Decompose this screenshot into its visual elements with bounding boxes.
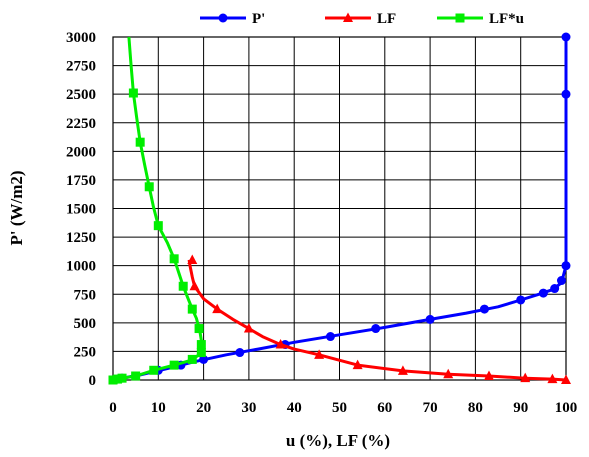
x-tick-label: 50	[332, 400, 347, 416]
legend-marker	[455, 13, 465, 23]
x-tick-label: 20	[196, 400, 211, 416]
y-tick-label: 2750	[66, 59, 96, 75]
x-tick-label: 10	[151, 400, 166, 416]
data-point	[275, 339, 286, 349]
y-tick-label: 500	[74, 316, 97, 332]
y-tick-label: 1500	[66, 202, 96, 218]
x-tick-label: 70	[423, 400, 438, 416]
data-point	[196, 348, 206, 358]
data-point	[189, 280, 200, 291]
y-tick-label: 1250	[66, 230, 96, 246]
data-point	[153, 221, 163, 231]
data-point	[479, 304, 489, 314]
y-tick-label: 250	[74, 344, 97, 360]
x-tick-label: 90	[513, 400, 528, 416]
data-point	[325, 332, 335, 342]
data-point	[187, 254, 198, 264]
data-point	[113, 374, 123, 384]
series-line	[112, 36, 204, 382]
legend-marker	[343, 12, 353, 22]
data-point	[550, 284, 560, 294]
data-point	[135, 137, 145, 147]
data-point	[483, 370, 494, 380]
data-point	[397, 365, 408, 375]
grid	[112, 36, 567, 381]
data-point	[187, 354, 197, 364]
data-point	[547, 373, 558, 384]
data-point	[561, 89, 571, 99]
series-1	[187, 254, 571, 384]
data-point	[561, 374, 571, 384]
legend-marker	[218, 13, 228, 23]
y-tick-label: 0	[89, 373, 97, 389]
series-2	[108, 36, 206, 385]
data-point	[425, 314, 435, 324]
y-tick-label: 1750	[66, 173, 96, 189]
legend-label: LF	[377, 11, 396, 27]
data-point	[520, 372, 531, 383]
y-tick-label: 3000	[66, 30, 96, 46]
y-tick-label: 750	[74, 287, 97, 303]
data-point	[178, 281, 188, 291]
x-tick-label: 60	[377, 400, 392, 416]
data-point	[199, 354, 209, 364]
data-point	[516, 295, 526, 305]
x-tick-label: 30	[241, 400, 256, 416]
data-point	[371, 324, 381, 334]
series-layer	[108, 32, 571, 385]
data-point	[108, 375, 118, 385]
y-axis-title: P' (W/m2)	[7, 170, 26, 245]
data-point	[196, 340, 206, 350]
data-point	[561, 261, 571, 271]
data-point	[149, 365, 159, 375]
x-tick-label: 100	[555, 400, 578, 416]
data-point	[352, 359, 363, 370]
data-point	[194, 324, 204, 334]
data-point	[169, 254, 179, 264]
data-point	[212, 303, 223, 314]
legend-item: LF*u	[437, 11, 524, 27]
data-point	[144, 182, 154, 192]
data-point	[243, 323, 254, 333]
legend-label: P'	[252, 11, 265, 27]
data-point	[128, 88, 138, 98]
tick-labels: 0 10 20 30 40 50 60 70 80 90 100025050075010001250…	[66, 30, 577, 416]
data-point	[117, 373, 127, 383]
y-tick-label: 2500	[66, 87, 96, 103]
y-tick-label: 1000	[66, 259, 96, 275]
data-point	[443, 368, 454, 379]
x-tick-label: 80	[468, 400, 483, 416]
x-axis-title: u (%), LF (%)	[286, 431, 390, 450]
data-point	[561, 32, 571, 42]
data-point	[556, 276, 566, 286]
legend: P' LF LF*u	[200, 11, 524, 27]
data-point	[235, 348, 245, 358]
legend-item: P'	[200, 11, 265, 27]
data-point	[131, 371, 141, 381]
x-tick-label: 40	[287, 400, 302, 416]
data-point	[169, 360, 179, 370]
data-point	[538, 288, 548, 298]
y-tick-label: 2000	[66, 144, 96, 160]
data-point	[314, 349, 325, 359]
legend-item: LF	[325, 11, 396, 27]
legend-label: LF*u	[489, 11, 524, 27]
x-tick-label: 0	[109, 400, 117, 416]
y-tick-label: 2250	[66, 116, 96, 132]
data-point	[187, 304, 197, 314]
series-line	[187, 259, 567, 382]
